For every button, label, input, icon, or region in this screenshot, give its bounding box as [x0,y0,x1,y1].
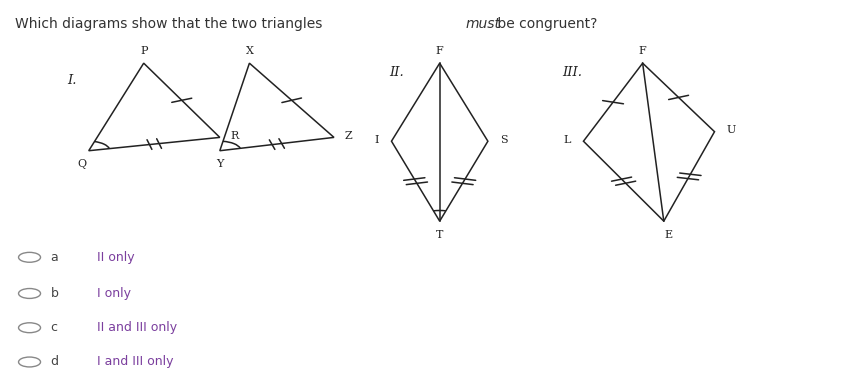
Text: II only: II only [97,251,135,264]
Text: E: E [663,230,671,240]
Text: a: a [50,251,58,264]
Text: I only: I only [97,287,131,300]
Text: Which diagrams show that the two triangles: Which diagrams show that the two triangl… [15,18,327,32]
Text: F: F [638,46,646,56]
Text: I and III only: I and III only [97,356,173,368]
Text: R: R [230,131,239,141]
Text: c: c [50,321,58,334]
Text: U: U [726,125,734,135]
Text: L: L [563,135,570,145]
Text: must: must [465,18,500,32]
Text: X: X [245,46,253,56]
Text: b: b [50,287,59,300]
Text: III.: III. [561,66,582,79]
Text: F: F [435,46,443,56]
Text: II and III only: II and III only [97,321,177,334]
Text: S: S [499,135,507,145]
Text: P: P [140,46,148,56]
Text: d: d [50,356,59,368]
Text: I: I [374,135,379,145]
Text: I.: I. [67,74,77,87]
Text: Q: Q [78,159,86,169]
Text: II.: II. [388,66,403,79]
Text: Y: Y [216,159,223,169]
Text: Z: Z [345,131,352,141]
Text: be congruent?: be congruent? [492,18,596,32]
Text: T: T [436,230,443,240]
